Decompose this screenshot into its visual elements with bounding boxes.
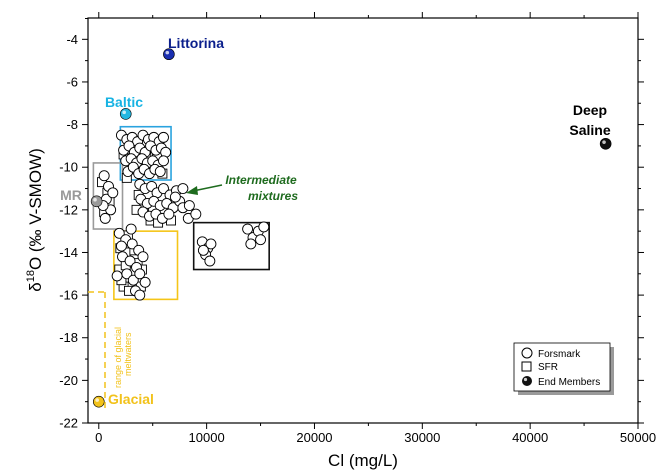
meltwater-label-1: range of glacial — [113, 327, 123, 388]
y-axis-label: δ18O (‰ V-SMOW) — [25, 148, 45, 292]
end-member-glacial-highlight — [95, 398, 99, 402]
forsmark-point — [113, 227, 125, 239]
x-tick-label: 10000 — [189, 430, 225, 445]
end-member-deep-highlight — [602, 140, 606, 144]
end-member-mr — [90, 195, 103, 208]
y-tick-label: -14 — [59, 245, 78, 260]
forsmark-point — [197, 244, 209, 256]
y-axis-label-delta: δ — [26, 282, 45, 291]
x-tick-label: 0 — [95, 430, 102, 445]
y-axis-label-sup: 18 — [25, 270, 37, 282]
end-member-glacial — [92, 395, 105, 408]
legend-label-sfr: SFR — [538, 362, 558, 373]
forsmark-point — [190, 208, 202, 220]
end-members-layer — [90, 48, 612, 408]
forsmark-point — [115, 240, 127, 252]
forsmark-point — [154, 166, 166, 177]
intermediate-label-1: Intermediate — [225, 173, 297, 187]
forsmark-point — [134, 268, 146, 280]
y-tick-label: -12 — [59, 202, 78, 217]
forsmark-point — [125, 223, 137, 235]
forsmark-point — [127, 274, 139, 286]
y-tick-label: -16 — [59, 288, 78, 303]
x-tick-label: 50000 — [620, 430, 656, 445]
meltwater-label-2: meltwaters — [123, 332, 133, 376]
forsmark-point — [158, 131, 169, 143]
label-saline: Saline — [569, 122, 610, 138]
forsmark-point — [111, 270, 123, 282]
forsmark-point — [163, 208, 175, 220]
forsmark-point — [255, 234, 266, 246]
legend-marker-end-members-highlight — [523, 377, 528, 382]
intermediate-arrow-head — [186, 186, 198, 195]
label-littorina: Littorina — [168, 35, 224, 51]
legend-label-end-members: End Members — [538, 377, 600, 388]
forsmark-point — [124, 255, 136, 267]
plot-frame — [87, 17, 639, 424]
forsmark-point — [245, 238, 257, 250]
end-member-baltic-highlight — [122, 110, 126, 115]
y-axis-label-rest: O (‰ V-SMOW) — [26, 148, 45, 270]
ticks-layer: 0 10000 20000 30000 40000 50000 -4 -6 -8 -10 -12 -1… — [59, 12, 656, 445]
forsmark-point — [242, 223, 254, 235]
boxes-layer — [92, 125, 270, 301]
y-tick-label: -6 — [66, 74, 78, 89]
legend-marker-sfr — [521, 361, 532, 372]
legend: Forsmark SFR End Members — [513, 342, 614, 395]
forsmark-point — [183, 200, 195, 212]
forsmark-point — [204, 255, 216, 267]
x-tick-label: 30000 — [404, 430, 440, 445]
intermediate-arrow-line — [192, 184, 223, 192]
forsmark-point — [139, 276, 151, 288]
forsmark-point — [258, 221, 270, 233]
points-layer — [97, 129, 270, 301]
forsmark-point — [99, 212, 111, 224]
forsmark-point — [134, 289, 146, 301]
label-mr: MR — [60, 187, 82, 203]
forsmark-point — [98, 170, 110, 182]
end-member-baltic — [119, 108, 132, 120]
legend-label-forsmark: Forsmark — [538, 349, 581, 360]
label-glacial: Glacial — [108, 391, 154, 407]
forsmark-point — [137, 251, 149, 263]
forsmark-point — [158, 183, 169, 194]
end-member-littorina-highlight — [165, 50, 170, 55]
y-tick-label: -20 — [59, 373, 78, 388]
label-baltic: Baltic — [105, 94, 143, 110]
end-member-mr-highlight — [93, 197, 97, 202]
forsmark-point — [126, 238, 138, 250]
y-tick-label: -22 — [59, 416, 78, 431]
forsmark-point — [177, 183, 189, 194]
end-member-deep — [599, 137, 612, 150]
x-tick-label: 40000 — [512, 430, 548, 445]
forsmark-point — [169, 191, 181, 203]
x-axis-label: Cl (mg/L) — [328, 451, 398, 470]
glacial-box — [113, 230, 179, 301]
forsmark-point — [158, 155, 169, 167]
intermediate-label-2: mixtures — [248, 189, 298, 203]
legend-marker-end-members — [522, 376, 532, 386]
y-tick-label: -10 — [59, 160, 78, 175]
x-tick-label: 20000 — [296, 430, 332, 445]
forsmark-point — [205, 238, 217, 250]
mr-box — [92, 162, 124, 230]
y-tick-label: -8 — [66, 117, 78, 132]
y-tick-label: -4 — [66, 32, 78, 47]
forsmark-point — [107, 187, 119, 199]
label-deep: Deep — [573, 102, 607, 118]
legend-marker-forsmark — [521, 347, 533, 359]
deep-box — [192, 221, 270, 271]
y-tick-label: -18 — [59, 330, 78, 345]
